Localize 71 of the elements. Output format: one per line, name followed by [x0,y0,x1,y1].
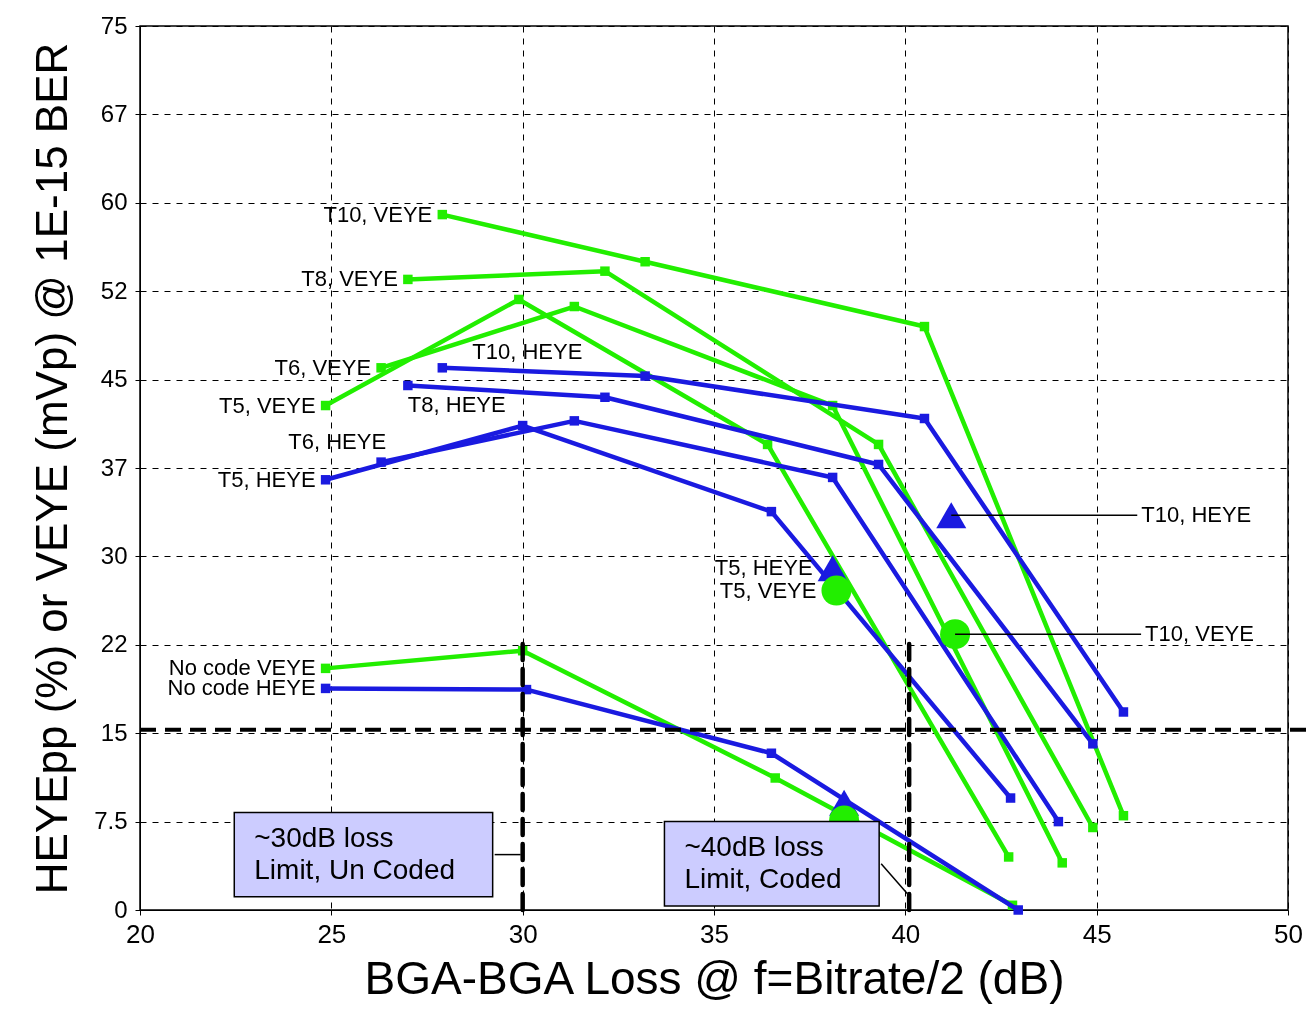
point [569,301,580,312]
point [376,363,386,373]
point [766,506,777,517]
point [403,380,413,391]
point [569,416,580,426]
y-tick-label: 67 [100,99,128,127]
series-label: T10, HEYE [472,338,583,364]
y-tick-label: 30 [100,541,128,569]
x-tick-label: 40 [891,918,921,949]
y-tick-label: 22 [100,630,128,658]
x-axis-title: BGA-BGA Loss @ f=Bitrate/2 (dB) [364,951,1065,1004]
point [437,363,448,373]
point [517,420,528,431]
series-label: T5, VEYE [219,392,316,418]
point [1088,739,1098,749]
x-tick-label: 35 [700,918,729,949]
y-tick-label: 60 [100,188,128,216]
point [320,475,331,485]
x-tick-label: 50 [1274,918,1303,949]
point [514,294,524,305]
point [437,209,448,220]
point [919,321,930,332]
y-tick-label: 37 [100,453,128,481]
point [1013,905,1023,915]
point [640,256,650,267]
annotation: T10, HEYE [1141,502,1252,528]
series-label: T8, VEYE [301,266,398,292]
point [600,266,610,276]
point [320,683,331,694]
point [936,502,967,529]
y-tick-label: 0 [114,895,128,923]
y-tick-label: 75 [100,11,128,39]
x-tick-label: 25 [317,918,347,949]
point [1053,816,1064,827]
point [821,575,852,606]
point [1003,852,1014,862]
series-label: T6, VEYE [274,354,372,380]
point [1118,707,1129,717]
x-tick-label: 30 [508,918,538,949]
point [873,439,884,450]
point [766,748,777,758]
point [770,773,780,783]
series-label: T8, HEYE [407,392,506,418]
point [827,472,838,483]
x-tick-label: 20 [126,918,155,949]
point [1005,793,1016,803]
point [320,663,331,674]
y-tick-label: 15 [100,718,128,746]
y-tick-label: 7.5 [94,807,128,835]
y-axis-title: HEYEpp (%) or VEYE (mVp) @ 1E-15 BER [27,42,77,895]
point [873,459,884,470]
x-tick-label: 45 [1082,918,1112,949]
point [640,371,650,381]
annotation: T10, VEYE [1145,621,1254,647]
point [320,400,331,411]
y-tick-label: 45 [100,365,128,393]
y-tick-label: 52 [100,276,128,304]
point [403,274,413,285]
point [1088,822,1098,833]
point [940,619,971,650]
point [600,392,610,403]
series-label: T6, HEYE [288,429,387,455]
point [762,439,773,450]
series-label: No code HEYE [167,675,316,701]
annotation: ~30dB loss Limit, Un Coded [254,821,456,885]
point [919,413,930,424]
point [1118,810,1129,821]
annotation: ~40dB loss Limit, Coded [684,830,842,894]
series-label: T5, HEYE [217,466,316,492]
point [1057,858,1067,868]
series-label: T10, VEYE [323,201,433,227]
